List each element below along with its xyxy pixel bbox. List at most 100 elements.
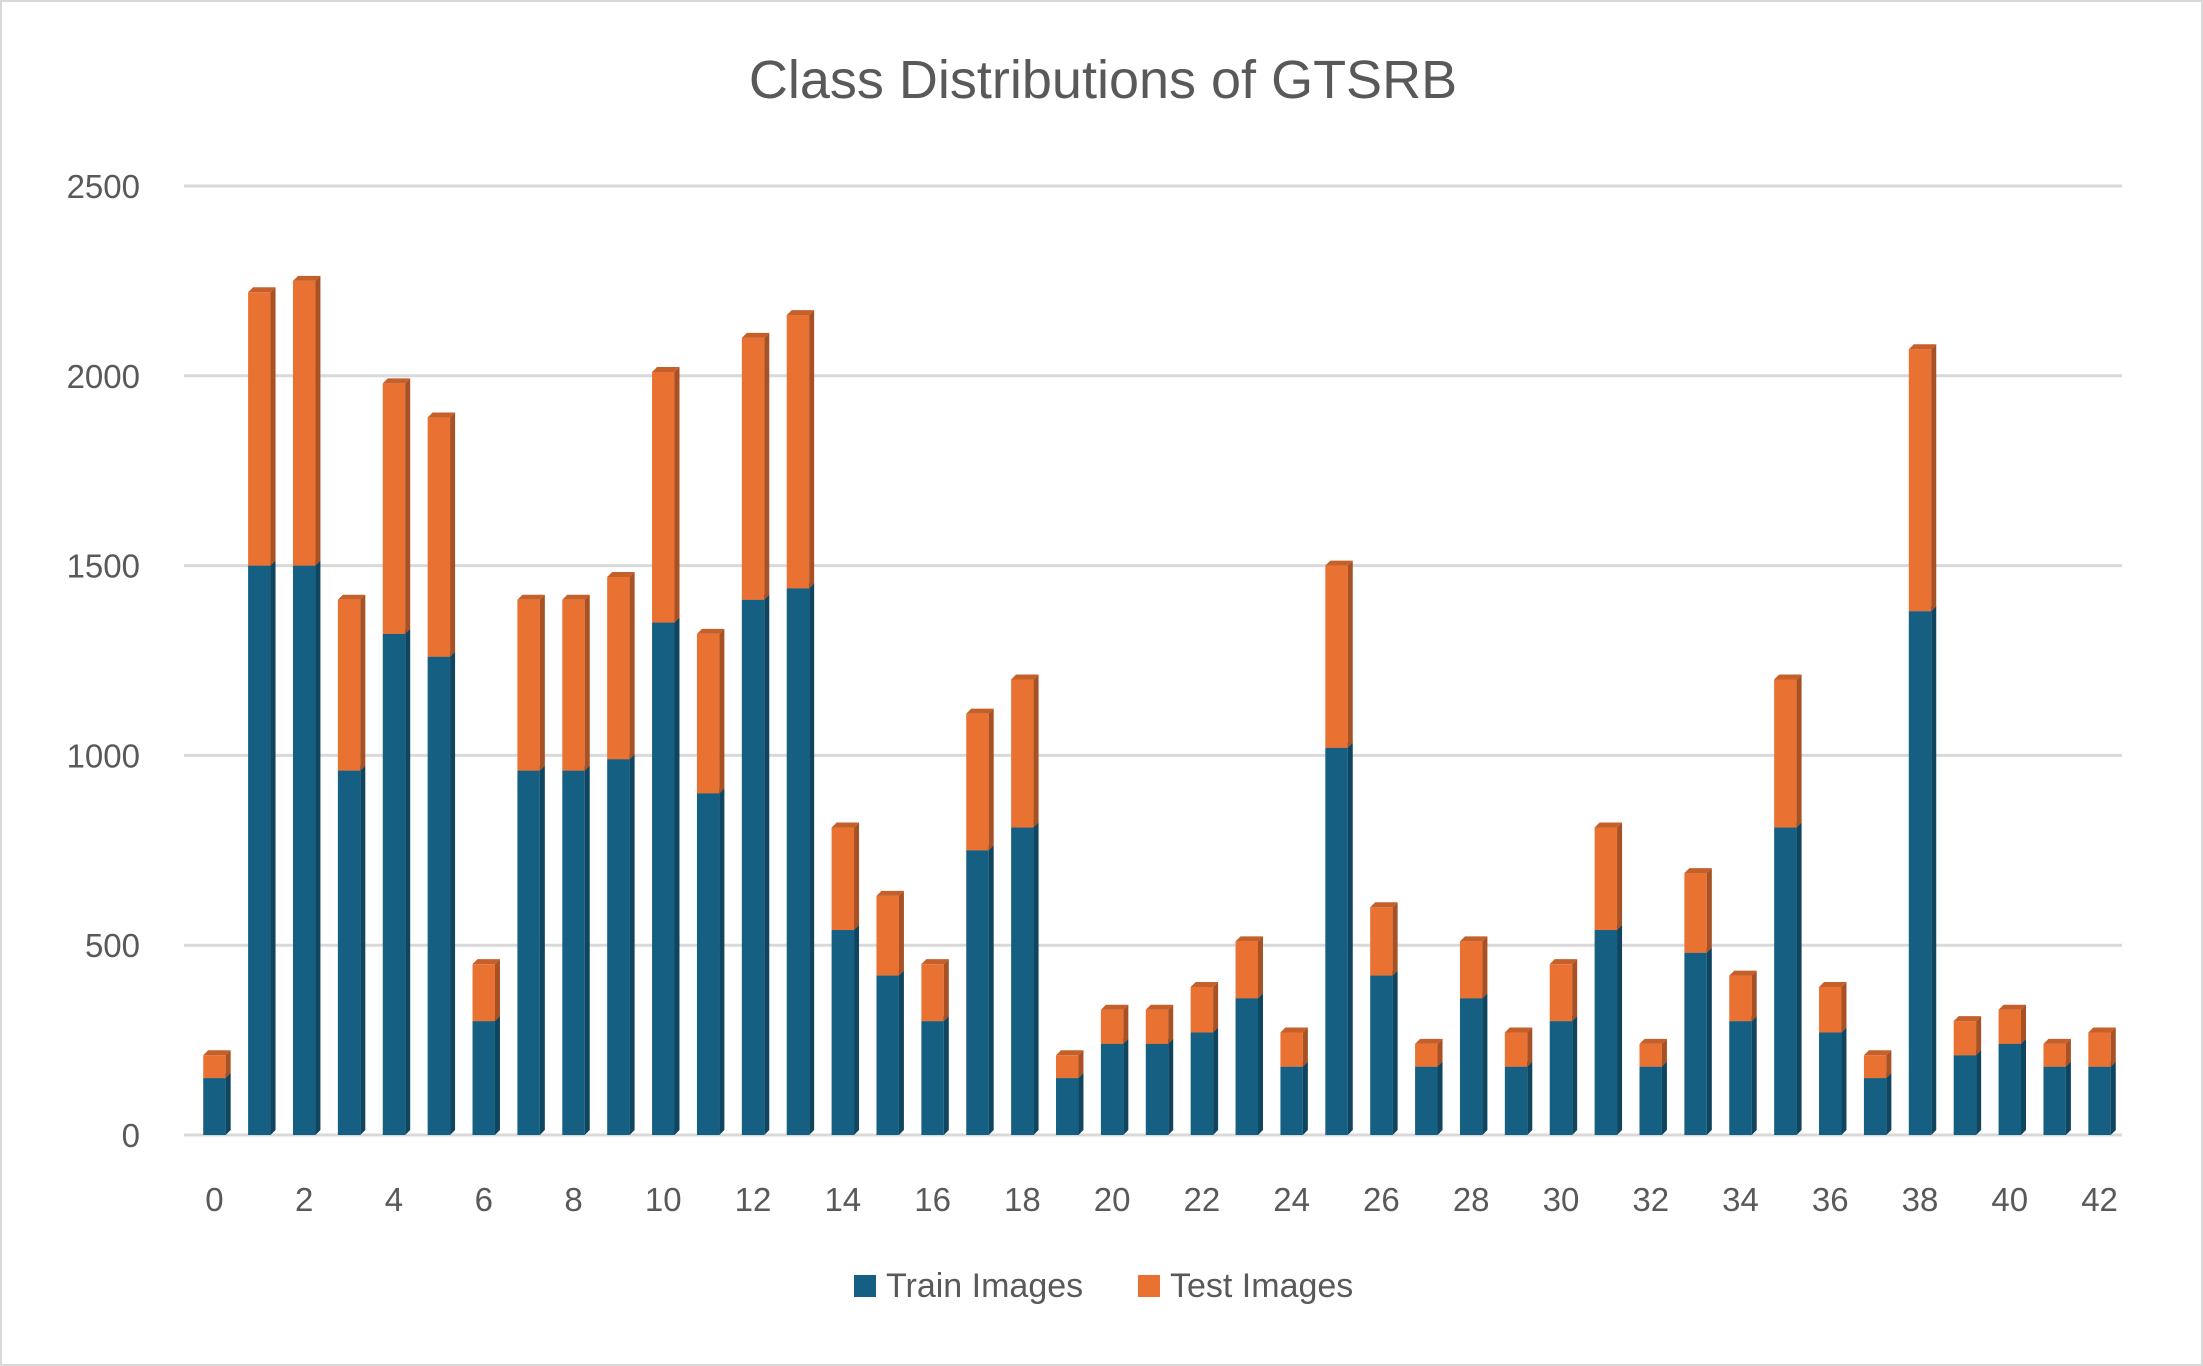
bar-train-class-18 bbox=[1011, 822, 1039, 1135]
bar-train-class-13 bbox=[786, 583, 815, 1135]
bar-top bbox=[337, 594, 366, 600]
bar-test-class-36 bbox=[1819, 981, 1847, 1033]
legend-label: Test Images bbox=[1170, 1267, 1353, 1305]
bar-train-class-25 bbox=[1325, 742, 1353, 1135]
bar-train-class-40 bbox=[1998, 1038, 2027, 1135]
bar-front bbox=[1639, 1066, 1662, 1135]
bar-front bbox=[1819, 986, 1842, 1033]
bar-test-class-42 bbox=[2088, 1027, 2116, 1067]
bar-side bbox=[1751, 970, 1757, 1022]
bar-side bbox=[1437, 1061, 1443, 1135]
bar-top bbox=[966, 708, 994, 714]
bar-side bbox=[719, 628, 725, 794]
bar-side bbox=[2065, 1061, 2071, 1135]
bar-side bbox=[1482, 993, 1488, 1135]
bar-front bbox=[382, 383, 406, 634]
bar-top bbox=[1100, 1004, 1129, 1010]
bar-front bbox=[1908, 611, 1932, 1135]
bar-front bbox=[2043, 1066, 2066, 1135]
bar-side bbox=[539, 594, 545, 771]
bar-test-class-13 bbox=[786, 310, 815, 589]
bar-test-class-16 bbox=[921, 959, 949, 1022]
bar-side bbox=[1392, 970, 1398, 1135]
bar-side bbox=[2065, 1038, 2071, 1067]
bar-train-class-33 bbox=[1684, 947, 1712, 1135]
x-tick-label: 34 bbox=[1722, 1181, 1759, 1218]
bar-side bbox=[1841, 1027, 1847, 1135]
bar-front bbox=[741, 599, 765, 1135]
bar-side bbox=[1841, 981, 1847, 1033]
bar-front bbox=[203, 1055, 226, 1079]
bar-side bbox=[2021, 1004, 2027, 1044]
bar-front bbox=[1415, 1066, 1438, 1135]
bar-test-class-31 bbox=[1594, 822, 1623, 931]
bar-side bbox=[2110, 1061, 2116, 1135]
bar-front bbox=[921, 1021, 944, 1135]
bar-top bbox=[2088, 1027, 2116, 1033]
y-tick-label: 2000 bbox=[67, 358, 140, 395]
bar-side bbox=[494, 959, 500, 1022]
bar-front bbox=[1056, 1055, 1079, 1079]
bar-train-class-34 bbox=[1729, 1016, 1757, 1135]
legend-label: Train Images bbox=[886, 1267, 1083, 1305]
x-tick-label: 10 bbox=[645, 1181, 682, 1218]
bar-top bbox=[1280, 1027, 1308, 1033]
bar-side bbox=[1257, 936, 1263, 999]
bar-side bbox=[1033, 674, 1039, 828]
gridlines bbox=[184, 184, 2122, 1137]
bar-front bbox=[1056, 1078, 1079, 1135]
bar-front bbox=[1684, 873, 1707, 953]
bar-train-class-39 bbox=[1953, 1050, 1982, 1135]
bar-front bbox=[1819, 1032, 1842, 1135]
y-tick-label: 1500 bbox=[67, 548, 140, 585]
x-tick-label: 32 bbox=[1632, 1181, 1669, 1218]
bar-front bbox=[831, 827, 855, 931]
bar-train-class-4 bbox=[382, 628, 411, 1135]
bar-side bbox=[1168, 1038, 1174, 1135]
bar-train-class-21 bbox=[1145, 1038, 1174, 1135]
bar-test-class-27 bbox=[1415, 1038, 1443, 1067]
bar-test-class-1 bbox=[248, 287, 276, 566]
x-tick-label: 26 bbox=[1363, 1181, 1400, 1218]
bar-front bbox=[1325, 747, 1348, 1135]
bar-front bbox=[1998, 1043, 2022, 1135]
bar-test-class-7 bbox=[517, 594, 545, 771]
bar-front bbox=[1100, 1043, 1124, 1135]
bar-top bbox=[1639, 1038, 1667, 1044]
bar-top bbox=[1145, 1004, 1174, 1010]
bar-train-class-11 bbox=[696, 788, 725, 1135]
y-tick-label: 1000 bbox=[67, 737, 140, 774]
bar-train-class-3 bbox=[337, 765, 366, 1135]
bar-top bbox=[1863, 1050, 1892, 1056]
bar-side bbox=[1796, 822, 1802, 1135]
bar-side bbox=[764, 594, 770, 1135]
bar-train-class-0 bbox=[203, 1073, 231, 1135]
bar-top bbox=[652, 367, 680, 373]
bar-front bbox=[831, 930, 855, 1135]
bar-front bbox=[517, 599, 540, 771]
bar-front bbox=[1504, 1032, 1528, 1067]
legend-swatch bbox=[854, 1275, 876, 1297]
bar-test-class-3 bbox=[337, 594, 366, 771]
bar-side bbox=[764, 332, 770, 600]
bar-side bbox=[1482, 936, 1488, 999]
bar-side bbox=[854, 822, 860, 931]
bar-top bbox=[382, 378, 411, 384]
bar-train-class-30 bbox=[1549, 1016, 1578, 1135]
bar-top bbox=[1908, 344, 1937, 350]
bar-test-class-0 bbox=[203, 1050, 231, 1079]
bar-side bbox=[405, 378, 411, 634]
bar-side bbox=[1123, 1004, 1129, 1044]
bar-test-class-33 bbox=[1684, 868, 1712, 953]
bar-front bbox=[1325, 565, 1348, 748]
bar-train-class-7 bbox=[517, 765, 545, 1135]
bar-side bbox=[1661, 1061, 1667, 1135]
bar-test-class-29 bbox=[1504, 1027, 1533, 1067]
bar-front bbox=[1729, 1021, 1752, 1135]
bar-side bbox=[315, 560, 321, 1135]
x-tick-label: 6 bbox=[475, 1181, 493, 1218]
bar-front bbox=[472, 1021, 495, 1135]
bar-test-class-38 bbox=[1908, 344, 1937, 612]
bar-front bbox=[1011, 827, 1034, 1135]
